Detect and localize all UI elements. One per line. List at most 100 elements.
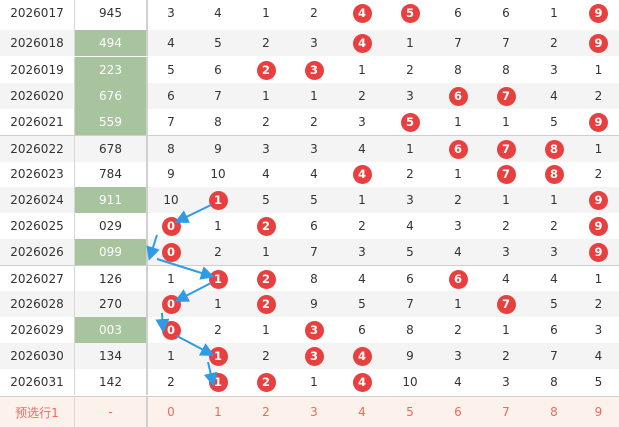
table-row: 2026030 134 1 1 2 3 4 9 3 2 7 4 xyxy=(0,343,619,369)
digit-cell-6: 1 xyxy=(434,291,482,317)
preselect-digit-8[interactable]: 8 xyxy=(550,405,558,419)
miss-count: 3 xyxy=(594,323,603,337)
table-row: 2026024 911 10 1 5 5 1 3 2 1 1 9 xyxy=(0,187,619,213)
hit-ball: 4 xyxy=(352,372,372,392)
digit-cell-6: 6 xyxy=(434,83,482,109)
digit-cell-6: 3 xyxy=(434,343,482,369)
hit-ball: 8 xyxy=(544,164,564,184)
digit-cell-8: 2 xyxy=(530,30,578,56)
digit-cell-2: 4 xyxy=(242,161,290,187)
miss-count: 1 xyxy=(594,63,603,77)
preselect-digit-3[interactable]: 3 xyxy=(310,405,318,419)
digit-cell-9: 3 xyxy=(578,317,619,343)
draw-number-cell: 029 xyxy=(75,213,148,239)
miss-count: 8 xyxy=(310,272,318,286)
digit-cell-1: 7 xyxy=(194,83,242,109)
preselect-digit-6[interactable]: 6 xyxy=(454,405,462,419)
miss-count: 1 xyxy=(358,63,366,77)
period-cell: 2026029 xyxy=(0,317,75,343)
miss-count: 5 xyxy=(310,193,318,207)
hit-ball: 9 xyxy=(589,112,608,132)
digit-cell-1: 4 xyxy=(194,0,242,30)
miss-count: 2 xyxy=(594,297,603,311)
draw-number-cell: 784 xyxy=(75,161,148,187)
digit-cell-5: 9 xyxy=(386,343,434,369)
preselect-digit-4[interactable]: 4 xyxy=(358,405,366,419)
miss-count: 9 xyxy=(167,167,175,181)
digit-cell-9: 9 xyxy=(578,213,619,239)
digit-cell-4: 1 xyxy=(338,57,386,83)
digit-cell-9: 2 xyxy=(578,291,619,317)
miss-count: 2 xyxy=(214,323,222,337)
draw-number-cell: 911 xyxy=(75,187,148,213)
preselect-digit-2[interactable]: 2 xyxy=(262,405,270,419)
digit-cell-1: 6 xyxy=(194,57,242,83)
hit-ball: 1 xyxy=(208,190,228,210)
digit-cell-6: 6 xyxy=(434,136,482,162)
miss-count: 2 xyxy=(214,245,222,259)
digit-cell-9: 5 xyxy=(578,369,619,395)
miss-count: 5 xyxy=(594,375,603,389)
preselect-digit-7[interactable]: 7 xyxy=(502,405,510,419)
digit-cell-7: 7 xyxy=(482,161,530,187)
draw-number-cell: 678 xyxy=(75,136,148,162)
digit-cell-0: 2 xyxy=(148,369,194,395)
digit-cell-8: 8 xyxy=(530,369,578,395)
miss-count: 2 xyxy=(262,349,270,363)
digit-cell-3: 3 xyxy=(290,30,338,56)
miss-count: 2 xyxy=(358,89,366,103)
table-row: 2026023 784 9 10 4 4 4 2 1 7 8 2 xyxy=(0,161,619,187)
miss-count: 8 xyxy=(454,63,462,77)
digit-cell-9: 2 xyxy=(578,161,619,187)
digit-cell-5: 5 xyxy=(386,239,434,265)
digit-cell-8: 4 xyxy=(530,83,578,109)
hit-ball: 2 xyxy=(256,294,276,314)
hit-ball: 0 xyxy=(161,320,181,340)
preselect-row: 预选行1- 0 1 2 3 4 5 6 7 8 9 xyxy=(0,396,619,427)
preselect-digit-0[interactable]: 0 xyxy=(167,405,175,419)
preselect-digit-1[interactable]: 1 xyxy=(214,405,222,419)
miss-count: 1 xyxy=(262,323,270,337)
preselect-digit-5[interactable]: 5 xyxy=(406,405,414,419)
digit-cell-7: 6 xyxy=(482,0,530,30)
miss-count: 2 xyxy=(502,349,510,363)
miss-count: 6 xyxy=(550,323,558,337)
miss-count: 8 xyxy=(550,375,558,389)
miss-count: 4 xyxy=(594,349,603,363)
miss-count: 5 xyxy=(550,115,558,129)
period-cell: 2026023 xyxy=(0,161,75,187)
miss-count: 4 xyxy=(550,272,558,286)
miss-count: 1 xyxy=(550,6,558,20)
miss-count: 3 xyxy=(550,245,558,259)
preselect-digit-9[interactable]: 9 xyxy=(594,405,603,419)
digit-cell-3: 8 xyxy=(290,266,338,292)
digit-cell-1: 5 xyxy=(194,30,242,56)
digit-cell-5: 6 xyxy=(386,266,434,292)
digit-cell-2: 2 xyxy=(242,213,290,239)
digit-cell-9: 9 xyxy=(578,239,619,265)
digit-cell-2: 5 xyxy=(242,187,290,213)
miss-count: 9 xyxy=(214,142,222,156)
miss-count: 7 xyxy=(310,245,318,259)
preselect-label: 预选行1 xyxy=(0,397,75,427)
table-row: 2026020 676 6 7 1 1 2 3 6 7 4 2 xyxy=(0,83,619,109)
hit-ball: 5 xyxy=(400,3,420,23)
digit-cell-4: 4 xyxy=(338,30,386,56)
digit-cell-2: 3 xyxy=(242,136,290,162)
hit-ball: 0 xyxy=(161,242,181,262)
period-cell: 2026028 xyxy=(0,291,75,317)
miss-count: 2 xyxy=(550,219,558,233)
miss-count: 1 xyxy=(594,272,603,286)
miss-count: 2 xyxy=(262,115,270,129)
miss-count: 6 xyxy=(167,89,175,103)
digit-cell-9: 4 xyxy=(578,343,619,369)
digit-cell-5: 8 xyxy=(386,317,434,343)
digit-cell-2: 1 xyxy=(242,239,290,265)
miss-count: 8 xyxy=(214,115,222,129)
miss-count: 4 xyxy=(454,375,462,389)
digit-cell-3: 6 xyxy=(290,213,338,239)
digit-cell-1: 8 xyxy=(194,109,242,135)
digit-cell-3: 7 xyxy=(290,239,338,265)
miss-count: 6 xyxy=(454,6,462,20)
digit-cell-1: 1 xyxy=(194,213,242,239)
